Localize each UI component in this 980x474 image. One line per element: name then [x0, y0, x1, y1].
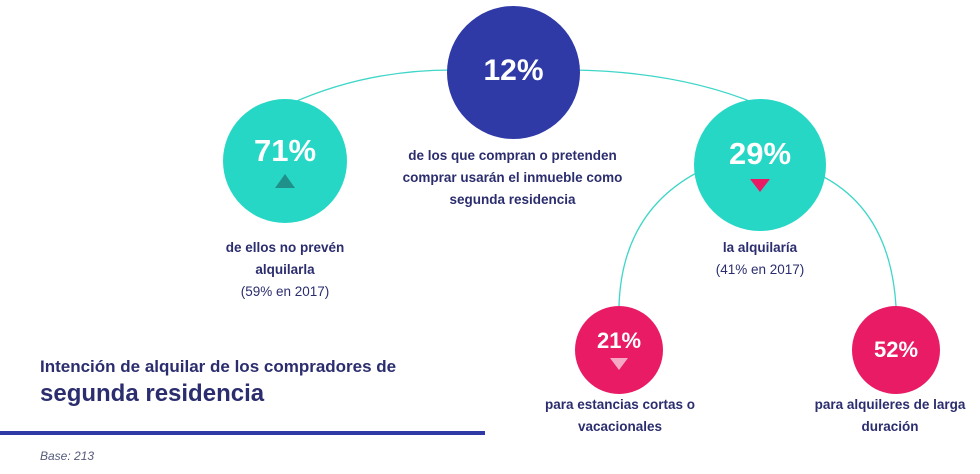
- connector-top-right: [574, 69, 758, 105]
- title-line-1: Intención de alquilar de los compradores…: [40, 357, 397, 376]
- bottom-left-description: para estancias cortas o vacacionales: [520, 394, 720, 438]
- connector-top-left: [289, 69, 453, 105]
- right-description: la alquilaría (41% en 2017): [680, 237, 840, 281]
- trend-down-icon: [610, 358, 628, 370]
- title-underline: [0, 431, 485, 435]
- connector-right-bottom-left: [618, 169, 703, 307]
- bottom-right-value: 52%: [873, 337, 919, 362]
- right-circle: 29%: [694, 99, 826, 231]
- center-description: de los que compran o pretenden comprar u…: [385, 145, 640, 211]
- connector-right-bottom-right: [819, 174, 897, 307]
- title-line-2: segunda residencia: [40, 380, 265, 407]
- left-value: 71%: [253, 132, 317, 168]
- right-note: (41% en 2017): [715, 262, 805, 277]
- trend-down-icon: [750, 179, 770, 192]
- trend-up-icon: [275, 173, 295, 188]
- bottom-left-value: 21%: [596, 328, 642, 353]
- bottom-right-circle: 52%: [852, 306, 940, 394]
- left-text: de ellos no prevén alquilarla: [225, 240, 345, 277]
- base-note: Base: 213: [40, 449, 95, 463]
- right-value: 29%: [728, 136, 792, 171]
- left-note: (59% en 2017): [240, 284, 330, 299]
- figure-title: Intención de alquilar de los compradores…: [40, 356, 396, 410]
- left-description: de ellos no prevén alquilarla (59% en 20…: [200, 237, 370, 303]
- bottom-right-description: para alquileres de larga duración: [795, 394, 980, 438]
- right-text: la alquilaría: [722, 240, 798, 255]
- bottom-left-circle: 21%: [575, 306, 663, 394]
- center-text: de los que compran o pretenden comprar u…: [402, 148, 623, 207]
- bottom-right-text: para alquileres de larga duración: [814, 397, 966, 434]
- center-value: 12%: [483, 53, 544, 87]
- left-circle: 71%: [223, 99, 347, 223]
- bottom-left-text: para estancias cortas o vacacionales: [544, 397, 696, 434]
- center-circle: 12%: [447, 6, 580, 139]
